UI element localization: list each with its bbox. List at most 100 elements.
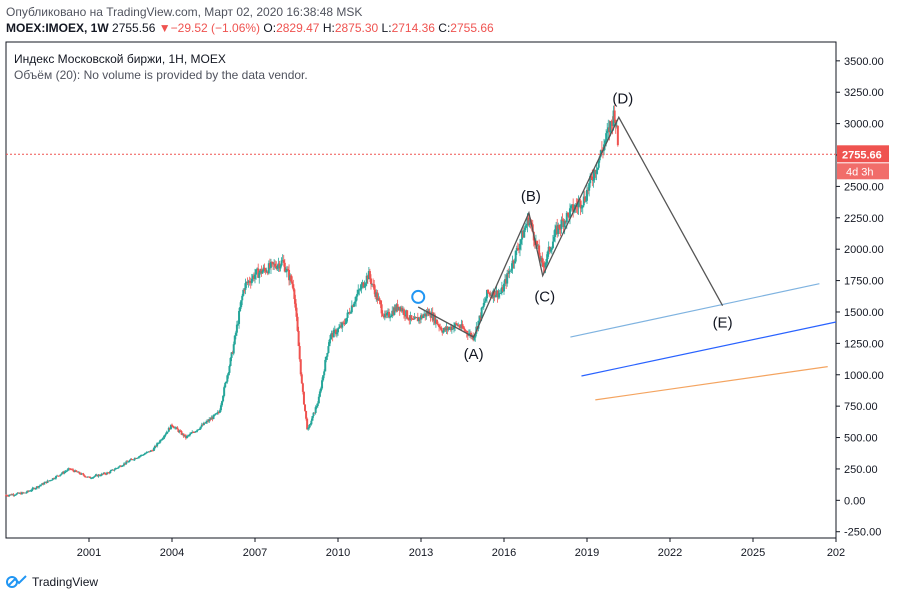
candle-body [257, 268, 260, 278]
candle-body [321, 380, 324, 389]
candle-body [557, 224, 560, 235]
candle-body [200, 424, 203, 427]
candle-body [56, 475, 59, 477]
candle-body [581, 205, 584, 208]
candle-body [547, 246, 550, 252]
candle-body [468, 332, 471, 334]
candle-body [25, 492, 28, 494]
y-tick-label: 1000.00 [844, 370, 884, 382]
candle-body [191, 432, 194, 434]
y-tick-label: 2500.00 [844, 181, 884, 193]
candle-body [541, 257, 544, 263]
candle-body [179, 430, 182, 432]
candle-body [40, 484, 43, 486]
candle-body [36, 486, 39, 488]
candle-body [538, 245, 541, 256]
candle-body [596, 167, 599, 171]
candle-body [277, 263, 280, 266]
candle-body [59, 474, 62, 476]
candle-body [367, 271, 370, 280]
candle-body [527, 217, 530, 225]
y-tick-label: 0.00 [844, 495, 865, 507]
candle-body [388, 311, 391, 318]
candle-body [100, 473, 103, 476]
candle-body [58, 475, 61, 477]
candle-body [219, 405, 222, 411]
x-tick-label: 2022 [658, 547, 682, 559]
candle-body [103, 472, 106, 474]
candle-body [263, 267, 266, 270]
candle-body [201, 424, 204, 426]
candle-body [316, 403, 319, 406]
candle-body [286, 268, 289, 270]
countdown-tag-label: 4d 3h [846, 166, 874, 178]
candle-body [131, 459, 134, 461]
candle-body [613, 110, 616, 120]
x-tick-label: 2019 [575, 547, 599, 559]
candle-body [153, 445, 156, 448]
candle-body [162, 437, 165, 439]
candle-body [332, 329, 335, 338]
candle-body [136, 457, 139, 459]
candle-body [489, 293, 492, 296]
candle-body [503, 283, 505, 292]
candle-body [211, 417, 214, 420]
candle-body [7, 495, 10, 497]
candle-body [216, 412, 219, 414]
candle-body [449, 326, 452, 331]
candle-body [174, 427, 177, 429]
candle-body [464, 330, 467, 332]
candle-body [482, 302, 485, 307]
candle-body [218, 410, 221, 413]
candle-body [67, 468, 70, 470]
candle-body [448, 326, 451, 329]
candle-body [576, 206, 579, 208]
candle-body [202, 422, 205, 426]
candle-body [518, 243, 521, 250]
footer-brand[interactable]: TradingView [32, 575, 99, 589]
candle-body [127, 461, 130, 463]
candle-body [296, 316, 299, 331]
candle-body [423, 313, 426, 316]
candle-body [549, 249, 552, 252]
last-price: 2755.56 [112, 21, 156, 35]
candle-body [194, 431, 197, 433]
candle-body [565, 212, 568, 223]
candle-body [488, 292, 491, 294]
candle-body [409, 315, 412, 320]
close-label: C: [438, 21, 451, 35]
candle-body [512, 260, 515, 264]
candle-body [415, 317, 418, 319]
candle-body [256, 268, 259, 270]
candle-body [425, 312, 428, 317]
candle-body [340, 325, 343, 328]
candle-body [391, 310, 394, 316]
candle-body [570, 205, 573, 209]
candle-body [558, 224, 561, 229]
candle-body [499, 293, 502, 294]
symbol-name[interactable]: MOEX:IMOEX, 1W [6, 21, 109, 35]
tradingview-logo-icon[interactable] [6, 574, 28, 590]
candle-body [293, 289, 296, 300]
candle-body [548, 246, 551, 252]
candle-body [595, 170, 598, 174]
candle-body [110, 470, 113, 472]
candle-body [374, 289, 377, 297]
candle-body [376, 292, 379, 301]
candle-body [304, 404, 307, 411]
candle-body [431, 312, 434, 321]
candle-body [397, 306, 400, 310]
candle-body [122, 465, 125, 467]
candle-body [28, 490, 31, 492]
candle-body [413, 317, 416, 320]
candle-body [481, 306, 484, 308]
low-label: L: [381, 21, 392, 35]
candle-body [561, 219, 564, 221]
candle-body [9, 494, 12, 496]
candle-body [163, 435, 166, 438]
candle-body [73, 470, 76, 472]
candle-body [128, 460, 131, 462]
candle-body [434, 319, 437, 324]
candle-body [181, 433, 184, 435]
